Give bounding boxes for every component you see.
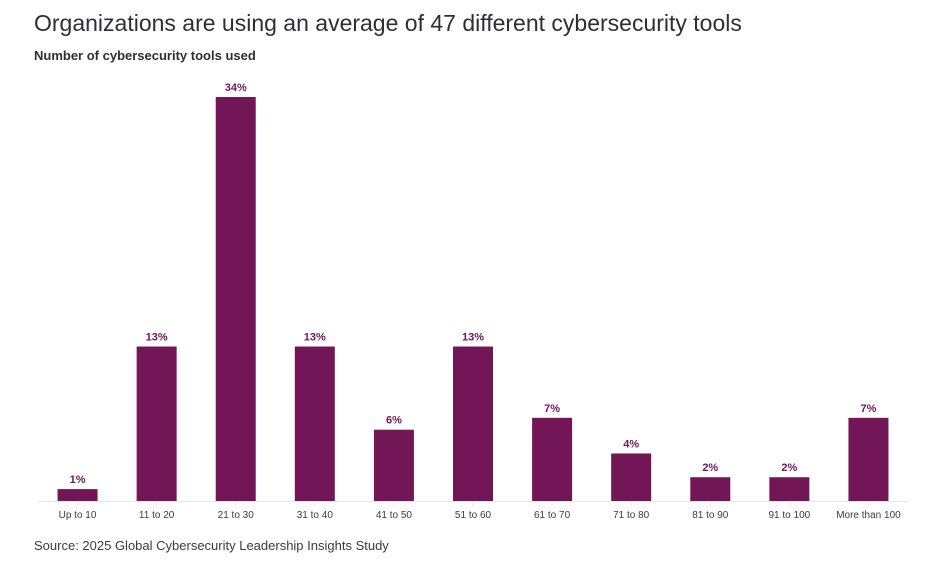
x-tick-label: 91 to 100 — [769, 510, 811, 521]
x-tick-label: More than 100 — [836, 510, 901, 521]
data-label: 34% — [225, 82, 247, 94]
bar — [532, 417, 573, 501]
bar — [453, 346, 493, 501]
x-tick-label: 11 to 20 — [139, 510, 175, 521]
x-tick-label: 21 to 30 — [218, 510, 255, 521]
data-label: 4% — [623, 438, 639, 450]
data-label: 6% — [386, 415, 402, 427]
bar — [57, 489, 98, 501]
bar — [848, 417, 889, 501]
source-note: Source: 2025 Global Cybersecurity Leader… — [34, 538, 389, 553]
data-label: 2% — [781, 462, 797, 474]
x-tick-label: 31 to 40 — [297, 510, 334, 521]
data-label: 13% — [146, 332, 168, 344]
data-label: 7% — [861, 403, 877, 415]
bar — [373, 429, 414, 501]
data-label: 7% — [544, 403, 560, 415]
chart-title: Organizations are using an average of 47… — [34, 10, 742, 36]
x-tick-label: Up to 10 — [59, 510, 97, 521]
bar — [294, 346, 335, 501]
bar — [690, 477, 731, 501]
x-tick-label: 51 to 60 — [455, 510, 492, 521]
bar — [611, 453, 652, 501]
bar — [215, 97, 256, 501]
data-label: 1% — [70, 474, 86, 486]
data-label: 2% — [702, 462, 718, 474]
x-tick-label: 41 to 50 — [376, 510, 413, 521]
x-tick-label: 81 to 90 — [692, 510, 729, 521]
x-tick-label: 61 to 70 — [534, 510, 571, 521]
bar — [136, 346, 177, 501]
data-label: 13% — [304, 332, 326, 344]
x-tick-label: 71 to 80 — [613, 510, 650, 521]
chart-subtitle: Number of cybersecurity tools used — [34, 48, 256, 63]
data-label: 13% — [462, 332, 484, 344]
bar — [769, 477, 810, 501]
